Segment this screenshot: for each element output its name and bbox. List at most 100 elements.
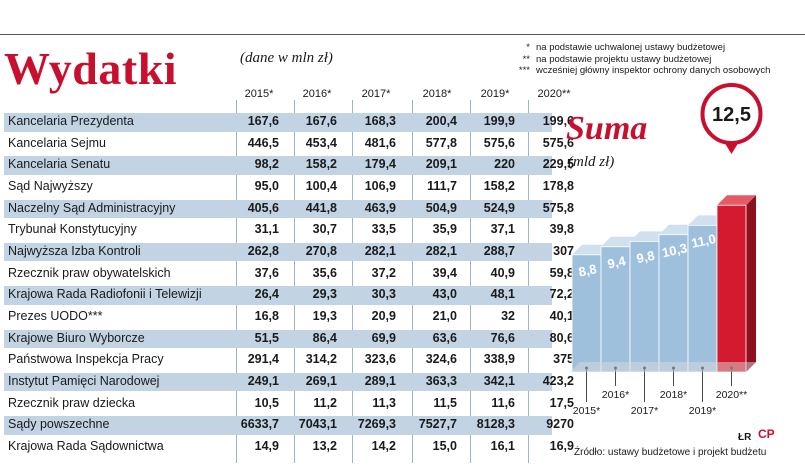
cell-value: 168,3 (364, 114, 396, 128)
table-row: Instytut Pamięci Narodowej 249,1 269,1 289,… (4, 371, 574, 393)
cell-value: 199,6 (542, 114, 574, 128)
column-divider (412, 100, 413, 463)
cell-value: 167,6 (305, 114, 337, 128)
row-label: Krajowe Biuro Wyborcze (8, 330, 145, 345)
x-tick-label: 2015* (573, 405, 600, 417)
cell-value: 324,6 (425, 352, 457, 367)
cell-value: 32 (501, 308, 515, 323)
callout-pointer (723, 141, 740, 154)
cell-value: 179,4 (364, 157, 396, 172)
cell-value: 463,9 (364, 200, 396, 215)
bar (629, 240, 660, 373)
chart-title: Suma (566, 110, 648, 147)
table-row: Naczelny Sąd Administracyjny 405,6 441,8 46… (4, 198, 574, 220)
row-label: Kancelaria Senatu (8, 157, 111, 172)
cell-value: 178,8 (542, 178, 574, 193)
table-row: Krajowa Rada Radiofonii i Telewizji 26,4 2… (4, 284, 574, 306)
table-row: Krajowe Biuro Wyborcze 51,5 86,4 69,9 63,6 76… (4, 328, 574, 350)
column-divider (528, 100, 529, 463)
column-divider (470, 100, 471, 463)
table-row: Państwowa Inspekcja Pracy 291,4 314,2 323,6… (4, 349, 574, 371)
row-stripe (4, 156, 552, 175)
bar-top (717, 195, 756, 206)
bar-value-label: 8,8 (577, 261, 598, 279)
cell-value: 30,3 (371, 287, 396, 302)
cell-value: 200,4 (425, 114, 457, 128)
cell-value: 63,6 (432, 330, 457, 345)
x-tick-label: 2019* (689, 405, 716, 417)
x-tick-label: 2020** (716, 389, 748, 401)
cell-value: 11,5 (433, 395, 457, 410)
cell-value: 291,4 (247, 352, 279, 367)
table-row: Sąd Najwyższy 95,0 100,4 106,9 111,7 158,2 178… (4, 176, 574, 198)
callout-value-label: 12,5 (712, 104, 751, 126)
cell-value: 229,5 (542, 157, 574, 172)
row-stripe (4, 286, 552, 305)
page-title: Wydatki (4, 43, 178, 94)
row-label: Sądy powszechne (8, 417, 110, 432)
cell-value: 59,8 (549, 265, 574, 280)
cell-value: 11,3 (372, 395, 396, 410)
cell-value: 405,6 (247, 200, 279, 215)
cell-value: 423,2 (542, 373, 574, 388)
table-row: Krajowa Rada Sądownictwa 14,9 13,2 14,2 15,0… (4, 436, 574, 458)
cell-value: 289,1 (364, 373, 396, 388)
cell-value: 16,8 (254, 308, 279, 323)
row-stripe (4, 416, 552, 435)
row-label: Najwyższa Izba Kontroli (8, 243, 141, 258)
row-label: Rzecznik praw obywatelskich (8, 265, 171, 280)
cell-value: 86,4 (312, 330, 337, 345)
cell-value: 14,2 (371, 438, 396, 453)
cell-value: 14,9 (254, 438, 279, 453)
cell-value: 26,4 (254, 287, 279, 302)
cell-value: 35,6 (312, 265, 337, 280)
author-credit: ŁR (738, 432, 752, 443)
table-row: Kancelaria Senatu 98,2 158,2 179,4 209,1 220 2… (4, 154, 574, 176)
footnote: ** na podstawie projektu ustawy budżetowe… (522, 53, 712, 65)
cell-value: 19,3 (312, 308, 337, 323)
cell-value: 314,2 (305, 352, 337, 367)
year-header: 2017* (361, 88, 391, 100)
footnote: * na podstawie uchwalonej ustawy budżetow… (526, 42, 726, 53)
source-note: Źródło: ustawy budżetowe i projekt budże… (574, 447, 767, 458)
cell-value: 11,2 (313, 395, 337, 410)
cell-value: 35,9 (432, 222, 457, 237)
cell-value: 441,8 (305, 200, 337, 215)
cell-value: 7527,7 (418, 417, 457, 432)
cell-value: 575,8 (542, 200, 574, 215)
cell-value: 69,9 (371, 330, 396, 345)
cell-value: 33,5 (371, 222, 396, 237)
cell-value: 288,7 (483, 243, 515, 258)
row-label: Kancelaria Sejmu (8, 135, 106, 150)
cell-value: 167,6 (247, 114, 279, 128)
cell-value: 40,1 (549, 308, 574, 323)
cell-value: 363,3 (425, 373, 457, 388)
row-label: Państwowa Inspekcja Pracy (8, 352, 164, 367)
year-header: 2015* (244, 88, 274, 100)
cell-value: 282,1 (364, 243, 396, 258)
cell-value: 80,6 (549, 330, 574, 345)
bar (571, 254, 602, 373)
cell-value: 31,1 (254, 222, 279, 237)
bar (687, 224, 718, 373)
x-tick-label: 2017* (631, 405, 658, 417)
bar-value-label: 10,3 (661, 240, 689, 260)
table-row: Kancelaria Sejmu 446,5 453,4 481,6 577,8 575,… (4, 133, 574, 155)
table-row: Najwyższa Izba Kontroli 262,8 270,8 282,1 28… (4, 241, 574, 263)
year-header: 2018* (422, 88, 452, 100)
bar-side (746, 195, 756, 372)
table-row: Trybunał Konstytucyjny 31,1 30,7 33,5 35,9 37… (4, 219, 574, 241)
cell-value: 106,9 (364, 178, 396, 193)
cell-value: 158,2 (483, 178, 515, 193)
cell-value: 282,1 (425, 243, 457, 258)
x-tick-label: 2018* (660, 389, 687, 401)
cell-value: 95,0 (254, 178, 279, 193)
cell-value: 158,2 (305, 157, 337, 172)
cell-value: 7043,1 (298, 417, 337, 432)
cell-value: 524,9 (483, 200, 515, 215)
unit-note: (dane w mln zł) (240, 50, 333, 66)
cell-value: 39,4 (432, 265, 457, 280)
bar-value-label: 9,8 (635, 248, 656, 266)
cell-value: 577,8 (425, 135, 457, 150)
expenses-table: Kancelaria Prezydenta 167,6 167,6 168,3 200,… (4, 111, 574, 458)
